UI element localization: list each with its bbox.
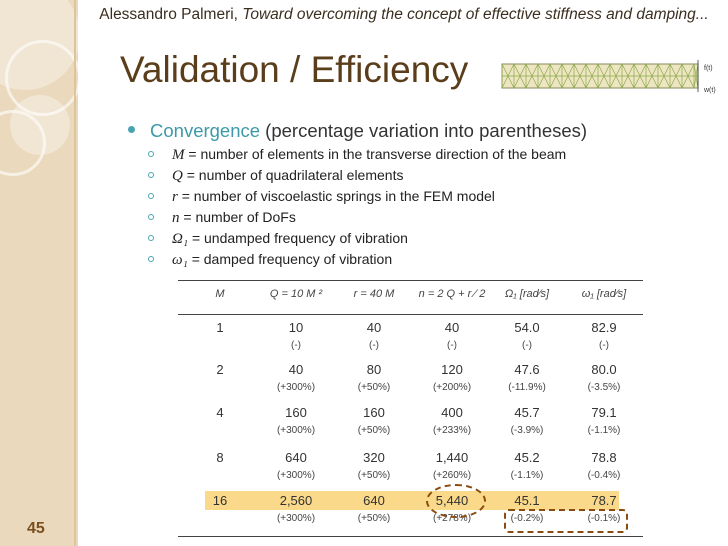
table-percent-cell: (+260%) <box>432 470 472 481</box>
table-percent-cell: (+300%) <box>276 513 316 524</box>
table-cell: 8 <box>216 450 224 465</box>
sub-bullet-icon <box>148 235 154 241</box>
table-cell: 40 <box>444 320 460 335</box>
table-cell: 47.6 <box>514 362 540 377</box>
table-percent-cell: (-) <box>369 340 379 351</box>
definition: = number of elements in the transverse d… <box>184 146 567 162</box>
table-percent-cell: (-) <box>291 340 301 351</box>
table-cell: 160 <box>285 405 307 420</box>
beam-support-label: w(t) <box>703 87 716 94</box>
table-header-cell: ω₁ [rad∕s] <box>581 288 627 300</box>
table-header-cell: Ω₁ [rad∕s] <box>504 288 550 300</box>
table-percent-cell: (+50%) <box>357 425 391 436</box>
table-cell: 10 <box>288 320 304 335</box>
table-percent-cell: (-0.1%) <box>587 513 621 524</box>
table-header-cell: M <box>215 288 225 300</box>
definition: = damped frequency of vibration <box>187 251 393 267</box>
sub-bullet-icon <box>148 214 154 220</box>
table-cell: 16 <box>212 493 228 508</box>
table-cell: 160 <box>363 405 385 420</box>
table-cell: 45.1 <box>514 493 540 508</box>
left-decor-bar <box>0 0 81 546</box>
symbol: r <box>172 189 178 205</box>
bullet-text: (percentage variation into parentheses) <box>260 120 588 141</box>
table-cell: 45.2 <box>514 450 540 465</box>
page-title: Validation / Efficiency <box>120 49 469 90</box>
symbol: M <box>172 147 185 163</box>
table-percent-cell: (+300%) <box>276 382 316 393</box>
table-cell: 80.0 <box>591 362 617 377</box>
table-percent-cell: (+200%) <box>432 382 472 393</box>
table-percent-cell: (+300%) <box>276 470 316 481</box>
page-number: 45 <box>27 520 45 537</box>
sub-bullet-icon <box>148 193 154 199</box>
table-cell: 78.8 <box>591 450 617 465</box>
bullet-dot-icon <box>128 126 135 133</box>
table-cell: 79.1 <box>591 405 617 420</box>
definition: = number of viscoelastic springs in the … <box>177 188 495 204</box>
table-header-rule <box>178 314 643 315</box>
beam-force-label: f(t) <box>704 65 713 72</box>
table-cell: 54.0 <box>514 320 540 335</box>
table-cell: 40 <box>288 362 304 377</box>
table-cell: 1,440 <box>435 450 469 465</box>
bullet-keyword: Convergence <box>150 120 261 141</box>
sub-bullet-icon <box>148 151 154 157</box>
decor-ring <box>5 40 81 116</box>
table-top-rule <box>178 280 643 281</box>
talk-subtitle: Toward overcoming the concept of effecti… <box>242 6 709 23</box>
author-name: Alessandro Palmeri, <box>99 6 243 23</box>
table-cell: 400 <box>441 405 463 420</box>
sub-bullet-icon <box>148 172 154 178</box>
definition: = number of quadrilateral elements <box>182 167 404 183</box>
dashed-box-marker <box>504 509 628 533</box>
symbol: ω₁ <box>172 252 188 268</box>
table-percent-cell: (-) <box>447 340 457 351</box>
table-percent-cell: (-3.9%) <box>510 425 544 436</box>
definition: = undamped frequency of vibration <box>188 230 408 246</box>
symbol: n <box>172 210 180 226</box>
table-percent-cell: (-11.9%) <box>508 382 546 393</box>
table-cell: 78.7 <box>591 493 617 508</box>
table-bottom-rule <box>178 536 643 537</box>
table-cell: 2 <box>216 362 224 377</box>
symbol: Q <box>172 168 183 184</box>
table-percent-cell: (+50%) <box>357 513 391 524</box>
highlighted-row-background <box>205 491 619 510</box>
table-cell: 45.7 <box>514 405 540 420</box>
table-percent-cell: (-0.4%) <box>587 470 621 481</box>
table-cell: 1 <box>216 320 224 335</box>
table-cell: 640 <box>285 450 307 465</box>
table-header-cell: r = 40 M <box>353 288 395 300</box>
beam-mesh-figure: f(t) w(t) <box>501 60 716 94</box>
table-header-cell: Q = 10 M ² <box>269 288 323 300</box>
dashed-oval-marker <box>426 484 486 518</box>
sub-bullet-icon <box>148 256 154 262</box>
table-percent-cell: (-0.2%) <box>510 513 544 524</box>
table-cell: 82.9 <box>591 320 617 335</box>
table-percent-cell: (+278%) <box>432 513 472 524</box>
table-percent-cell: (+50%) <box>357 382 391 393</box>
table-cell: 320 <box>363 450 385 465</box>
table-percent-cell: (+233%) <box>432 425 472 436</box>
table-header-cell: n = 2 Q + r ∕ 2 <box>418 288 486 300</box>
table-cell: 120 <box>441 362 463 377</box>
slide-header: Alessandro Palmeri, Toward overcoming th… <box>80 6 728 24</box>
table-percent-cell: (+50%) <box>357 470 391 481</box>
symbol: Ω₁ <box>172 231 189 247</box>
table-percent-cell: (-) <box>522 340 532 351</box>
table-cell: 2,560 <box>279 493 313 508</box>
table-cell: 80 <box>366 362 382 377</box>
table-cell: 4 <box>216 405 224 420</box>
table-cell: 640 <box>363 493 385 508</box>
table-percent-cell: (-3.5%) <box>587 382 621 393</box>
table-percent-cell: (-1.1%) <box>587 425 621 436</box>
table-cell: 40 <box>366 320 382 335</box>
sidebar-divider <box>74 0 76 546</box>
table-percent-cell: (+300%) <box>276 425 316 436</box>
table-percent-cell: (-) <box>599 340 609 351</box>
definition: = number of DoFs <box>179 209 296 225</box>
table-percent-cell: (-1.1%) <box>510 470 544 481</box>
